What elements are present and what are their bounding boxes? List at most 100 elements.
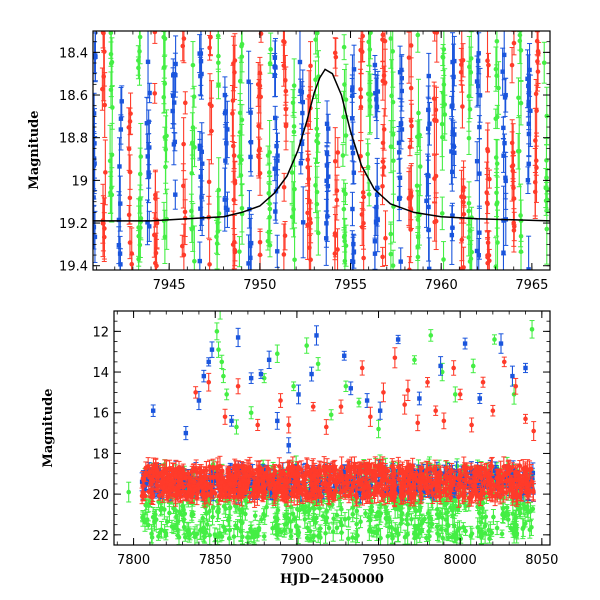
bottom-green-point xyxy=(244,500,249,505)
top-blue-point xyxy=(198,51,204,56)
top-blue-point xyxy=(170,108,175,114)
bottom-green-point xyxy=(392,527,398,533)
bottom-green-point xyxy=(281,528,287,533)
top-blue-point xyxy=(452,58,457,64)
bottom-green-point xyxy=(384,517,390,522)
top-blue-point xyxy=(372,62,378,68)
bottom-green-point xyxy=(440,535,446,541)
bottom-green-point xyxy=(385,533,391,539)
x-tick-label: 7965 xyxy=(515,278,548,293)
bottom-green-point xyxy=(358,519,363,525)
top-red-point xyxy=(306,176,311,182)
top-blue-point xyxy=(373,219,379,224)
top-red-point xyxy=(283,78,288,83)
top-red-point xyxy=(487,176,492,182)
top-red-point xyxy=(333,54,339,60)
bottom-green-point xyxy=(181,524,187,530)
top-blue-point xyxy=(93,163,97,168)
top-green-point xyxy=(190,62,196,68)
top-green-point xyxy=(267,150,272,155)
top-green-point xyxy=(290,100,296,106)
top-green-point xyxy=(161,34,167,40)
bottom-green-point xyxy=(436,533,442,538)
top-blue-point xyxy=(223,109,228,114)
bottom-green-point xyxy=(226,536,232,541)
bottom-green-point xyxy=(487,536,492,542)
top-green-point xyxy=(192,145,197,150)
bottom-green-point xyxy=(180,503,185,509)
top-green-point xyxy=(137,34,143,40)
top-blue-point xyxy=(274,143,279,149)
top-blue-point xyxy=(502,52,507,58)
bottom-green-point xyxy=(508,525,514,531)
top-red-point xyxy=(485,58,490,63)
top-green-point xyxy=(415,254,421,260)
top-y-axis-label: Magnitude xyxy=(27,110,42,189)
top-blue-point xyxy=(93,111,97,116)
top-blue-point xyxy=(272,55,278,60)
top-blue-point xyxy=(350,145,355,150)
model-curve xyxy=(93,68,550,222)
top-blue-point xyxy=(476,51,481,56)
bottom-green-point xyxy=(425,510,431,516)
top-green-point xyxy=(108,31,114,36)
bottom-green-point xyxy=(477,510,482,516)
top-green-point xyxy=(110,105,115,110)
top-green-point xyxy=(391,158,396,164)
top-blue-point xyxy=(119,99,124,104)
bottom-green-point xyxy=(231,534,237,539)
top-red-point xyxy=(305,222,310,228)
top-green-point xyxy=(190,140,195,146)
top-green-point xyxy=(516,95,521,101)
top-panel: 7945 7950 7955 7960 7965 18.4 18.6 18.8 19 19.2 19… xyxy=(27,30,551,293)
top-blue-point xyxy=(246,261,251,266)
top-blue-point xyxy=(93,234,98,240)
top-blue-point xyxy=(118,201,123,206)
top-red-point xyxy=(380,184,385,189)
bottom-green-point xyxy=(505,512,511,518)
top-green-point xyxy=(291,83,297,88)
top-blue-point xyxy=(424,198,429,204)
bottom-green-point xyxy=(323,531,328,536)
top-red-point xyxy=(100,86,105,92)
top-blue-point xyxy=(452,150,457,156)
top-red-point xyxy=(532,189,538,195)
top-blue-point xyxy=(199,149,204,155)
top-red-point xyxy=(333,233,338,238)
top-red-point xyxy=(208,34,213,40)
top-red-point xyxy=(281,252,287,257)
top-red-point xyxy=(380,140,386,146)
bottom-green-point xyxy=(317,532,322,538)
bottom-green-point xyxy=(354,508,360,514)
top-blue-point xyxy=(117,164,122,169)
bottom-green-point xyxy=(323,518,329,524)
top-red-point xyxy=(533,138,538,143)
bottom-green-point xyxy=(159,505,165,511)
top-green-point xyxy=(440,134,445,140)
top-blue-point xyxy=(426,204,431,210)
top-blue-point xyxy=(198,206,203,211)
top-green-point xyxy=(368,31,373,36)
top-red-point xyxy=(127,119,133,124)
top-blue-point xyxy=(528,108,533,113)
top-red-point xyxy=(231,153,237,158)
top-blue-point xyxy=(299,141,305,147)
bottom-green-point xyxy=(150,514,156,520)
top-blue-point xyxy=(147,90,152,96)
top-green-point xyxy=(313,77,318,83)
top-red-point xyxy=(232,247,238,253)
top-green-point xyxy=(365,151,370,157)
top-green-point xyxy=(494,202,499,207)
bottom-green-point xyxy=(334,525,340,531)
top-green-point xyxy=(368,92,374,97)
top-blue-point xyxy=(248,240,254,246)
top-red-point xyxy=(459,266,464,270)
top-green-point xyxy=(367,47,373,52)
bottom-green-point xyxy=(463,503,469,509)
bottom-green-point xyxy=(494,525,500,531)
top-red-point xyxy=(533,158,539,163)
top-green-point xyxy=(192,258,197,264)
top-blue-point xyxy=(426,173,431,179)
top-blue-point xyxy=(426,266,432,270)
